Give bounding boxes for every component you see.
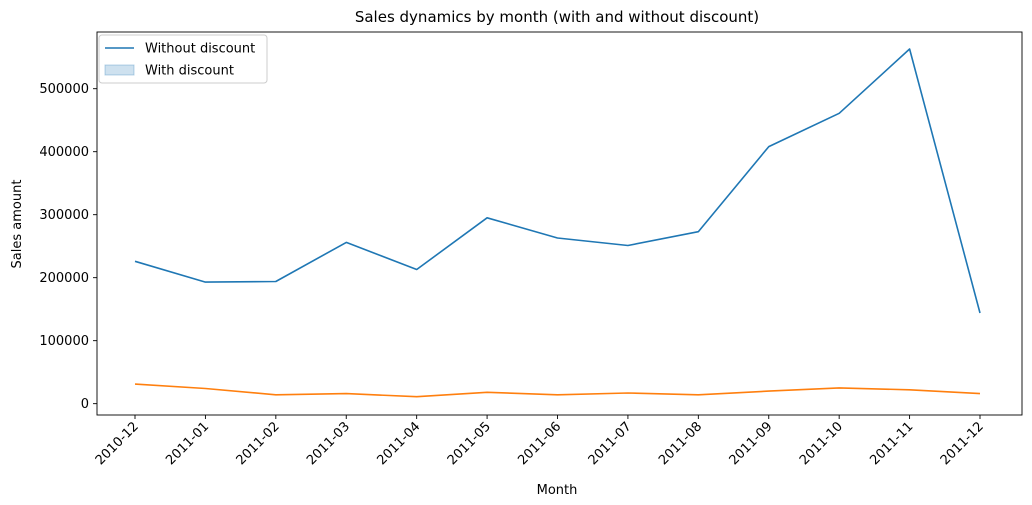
plot-frame bbox=[96, 31, 1023, 416]
y-axis-label: Sales amount bbox=[10, 180, 25, 269]
x-tick-label: 2011-10 bbox=[797, 419, 846, 468]
x-tick-label: 2011-12 bbox=[938, 419, 987, 468]
legend-label-1: Without discount bbox=[145, 42, 255, 57]
x-tick-label: 2011-03 bbox=[304, 419, 353, 468]
x-tick-label: 2011-08 bbox=[656, 419, 705, 468]
y-tick-label: 0 bbox=[81, 397, 89, 412]
x-tick-label: 2011-01 bbox=[163, 419, 212, 468]
x-tick-label: 2011-11 bbox=[867, 419, 916, 468]
y-tick-label: 100000 bbox=[39, 334, 89, 349]
y-tick-label: 300000 bbox=[39, 208, 89, 223]
chart-title: Sales dynamics by month (with and withou… bbox=[355, 8, 759, 26]
series-layer bbox=[134, 48, 981, 398]
y-tick-label: 200000 bbox=[39, 271, 89, 286]
y-tick-label: 400000 bbox=[39, 145, 89, 160]
x-tick-label: 2011-07 bbox=[586, 419, 635, 468]
x-axis-label: Month bbox=[537, 483, 578, 498]
legend-label-2: With discount bbox=[145, 64, 234, 79]
legend: Without discount With discount bbox=[98, 34, 268, 84]
y-tick-label: 500000 bbox=[39, 82, 89, 97]
x-tick-label: 2011-04 bbox=[374, 419, 423, 468]
x-tick-label: 2010-12 bbox=[93, 419, 142, 468]
x-tick-label: 2011-06 bbox=[515, 419, 564, 468]
x-tick-label: 2011-02 bbox=[234, 419, 283, 468]
x-tick-label: 2011-05 bbox=[445, 419, 494, 468]
legend-frame bbox=[98, 34, 268, 84]
series-line-1 bbox=[134, 48, 981, 314]
legend-swatch-2 bbox=[104, 64, 135, 76]
y-axis: 0 100000 200000 300000 400000 500000 bbox=[39, 82, 97, 412]
x-axis: 2010-12 2011-01 2011-02 2011-03 2011-04 2011-… bbox=[93, 415, 987, 468]
x-tick-label: 2011-09 bbox=[727, 419, 776, 468]
plot-area bbox=[96, 31, 1023, 416]
series-line-2 bbox=[134, 383, 981, 398]
